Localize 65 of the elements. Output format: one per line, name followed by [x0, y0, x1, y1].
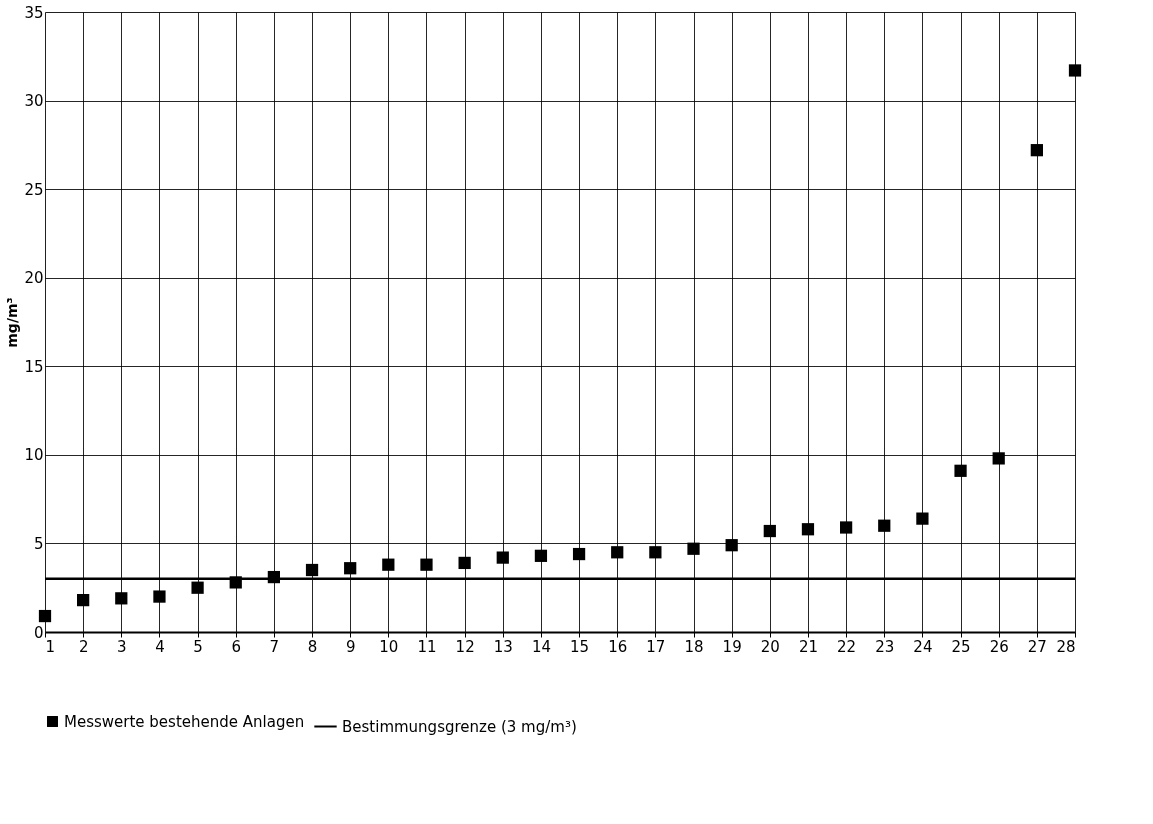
point: [382, 558, 395, 571]
point: [801, 523, 815, 536]
x-tick-label: 4: [155, 637, 165, 656]
y-tick-label: 20: [24, 269, 44, 288]
x-tick-label: 21: [798, 637, 819, 656]
point: [191, 581, 204, 594]
point: [38, 609, 52, 623]
x-tick-label: 9: [345, 637, 356, 656]
point: [153, 590, 166, 603]
x-tick-label: 14: [531, 637, 551, 656]
x-tick-label: 11: [417, 637, 437, 656]
x-tick-label: 7: [269, 637, 280, 656]
point: [305, 563, 319, 577]
y-tick-label: 35: [24, 3, 44, 22]
x-tick-label: 6: [231, 637, 242, 656]
point: [572, 547, 586, 561]
x-tick-label: 12: [455, 637, 475, 656]
y-tick-label: 0: [33, 623, 44, 642]
y-tick-label: 25: [24, 180, 44, 199]
x-tick-label: 20: [760, 637, 780, 656]
point: [534, 549, 548, 562]
point: [878, 519, 891, 532]
x-tick-label: 23: [875, 637, 895, 656]
x-tick-label: 18: [684, 637, 704, 656]
point: [1068, 64, 1082, 77]
y-tick-label: 10: [24, 446, 44, 465]
x-tick-label: 22: [837, 637, 857, 656]
x-tick-label: 17: [646, 637, 666, 656]
x-tick-label: 24: [913, 637, 933, 656]
x-tick-label: 1: [45, 637, 56, 656]
x-tick-label: 26: [989, 637, 1009, 656]
point: [420, 558, 433, 571]
point: [763, 524, 776, 538]
point: [611, 546, 624, 559]
y-tick-label: 5: [33, 534, 44, 553]
point: [344, 562, 357, 575]
legend-label: Bestimmungsgrenze (3 mg/m³): [342, 717, 577, 736]
x-tick-label: 8: [307, 637, 318, 656]
point: [916, 512, 929, 525]
point: [992, 452, 1005, 465]
y-tick-label: 30: [24, 92, 44, 111]
x-tick-label: 5: [193, 637, 203, 656]
point: [687, 542, 700, 555]
x-tick-label: 15: [570, 637, 590, 656]
x-tick-label: 25: [951, 637, 971, 656]
point: [1030, 144, 1043, 157]
y-axis-title: mg/m³: [4, 297, 21, 348]
x-tick-label: 28: [1056, 637, 1076, 656]
point: [496, 551, 509, 564]
x-tick-label: 27: [1027, 637, 1047, 656]
x-tick-label: 19: [722, 637, 742, 656]
point: [458, 556, 471, 570]
point: [839, 521, 853, 534]
x-tick-label: 13: [493, 637, 513, 656]
x-tick-label: 3: [117, 637, 127, 656]
point: [725, 539, 738, 552]
x-tick-label: 10: [379, 637, 399, 656]
point: [115, 592, 128, 605]
point: [649, 546, 662, 559]
x-tick-label: 16: [608, 637, 628, 656]
y-tick-label: 15: [24, 357, 44, 376]
point: [954, 464, 967, 477]
point: [77, 593, 90, 607]
x-tick-label: 2: [78, 637, 89, 656]
legend-label: Messwerte bestehende Anlagen: [64, 712, 305, 731]
